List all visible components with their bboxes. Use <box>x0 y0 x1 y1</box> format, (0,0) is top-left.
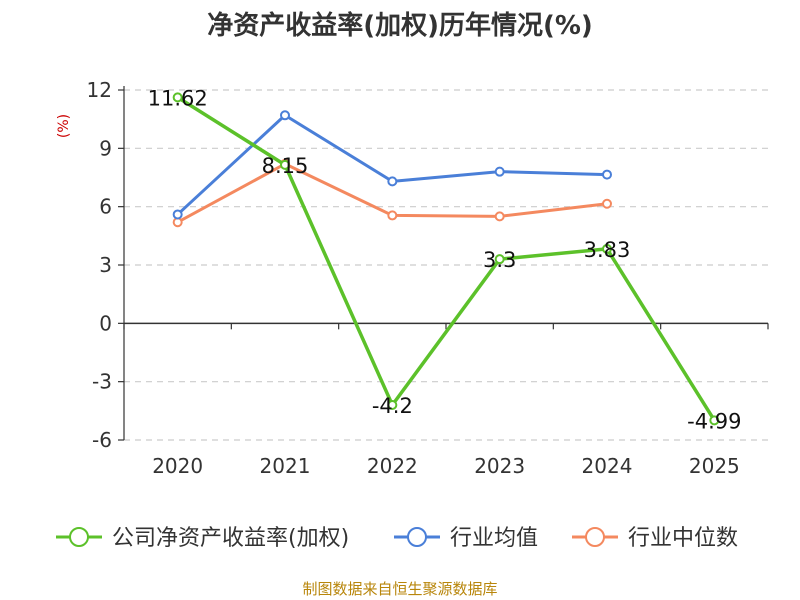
data-point[interactable] <box>172 209 183 220</box>
data-labels: 11.62 8.15 -4.2 3.3 3.83 -4.99 <box>148 86 742 433</box>
data-point[interactable] <box>387 210 398 221</box>
data-point[interactable] <box>387 176 398 187</box>
data-point[interactable] <box>280 159 290 170</box>
legend-label: 公司净资产收益率(加权) <box>112 526 349 551</box>
x-tick-label: 2021 <box>260 454 311 478</box>
source-note: 制图数据来自恒生聚源数据库 <box>302 580 497 598</box>
data-label: -4.2 <box>372 394 413 418</box>
legend-label: 行业均值 <box>450 526 538 551</box>
series-line <box>176 95 716 422</box>
data-label: 3.3 <box>483 248 516 272</box>
legend-item-1[interactable]: 行业均值 <box>394 526 538 551</box>
x-tick-label: 2025 <box>689 454 740 478</box>
data-point[interactable] <box>602 198 612 209</box>
data-label: 3.83 <box>584 238 631 262</box>
y-tick-label: 12 <box>87 78 112 102</box>
x-tick-label: 2024 <box>582 454 633 478</box>
data-point[interactable] <box>602 169 612 180</box>
y-tick-label: 3 <box>99 253 112 277</box>
data-point[interactable] <box>387 400 398 410</box>
series-1 <box>172 110 612 220</box>
data-point[interactable] <box>709 415 720 426</box>
series-0 <box>172 92 720 426</box>
data-point[interactable] <box>494 211 505 222</box>
data-point[interactable] <box>494 166 505 177</box>
legend-label: 行业中位数 <box>628 526 738 551</box>
data-label: 11.62 <box>148 86 208 110</box>
series-group <box>172 92 720 426</box>
legend-marker <box>69 527 89 547</box>
series-line <box>176 113 608 216</box>
chart-title: 净资产收益率(加权)历年情况(%) <box>207 10 593 41</box>
legend-item-2[interactable]: 行业中位数 <box>572 526 738 551</box>
data-point[interactable] <box>280 110 290 121</box>
y-tick-label: -3 <box>92 370 112 394</box>
y-tick-label: 9 <box>99 136 112 160</box>
series-2 <box>172 158 612 228</box>
legend-marker <box>585 527 605 547</box>
data-point[interactable] <box>602 243 612 254</box>
axes: 12 9 6 3 0 -3 -6 2020 2021 2022 2023 2024 2025 <box>87 78 769 478</box>
y-tick-label: 0 <box>99 311 112 335</box>
y-axis-unit-label: (%) <box>56 114 72 138</box>
data-label: 8.15 <box>262 154 309 178</box>
y-tick-label: -6 <box>92 428 112 452</box>
data-point[interactable] <box>494 254 505 265</box>
data-point[interactable] <box>172 92 183 103</box>
gridlines <box>124 89 768 441</box>
legend[interactable]: 公司净资产收益率(加权) 行业均值 行业中位数 <box>56 526 738 551</box>
data-label: -4.99 <box>687 409 741 433</box>
x-tick-label: 2020 <box>152 454 203 478</box>
x-tick-label: 2023 <box>474 454 525 478</box>
y-tick-label: 6 <box>99 195 112 219</box>
legend-item-0[interactable]: 公司净资产收益率(加权) <box>56 526 349 551</box>
x-tick-label: 2022 <box>367 454 418 478</box>
legend-marker <box>407 527 427 547</box>
